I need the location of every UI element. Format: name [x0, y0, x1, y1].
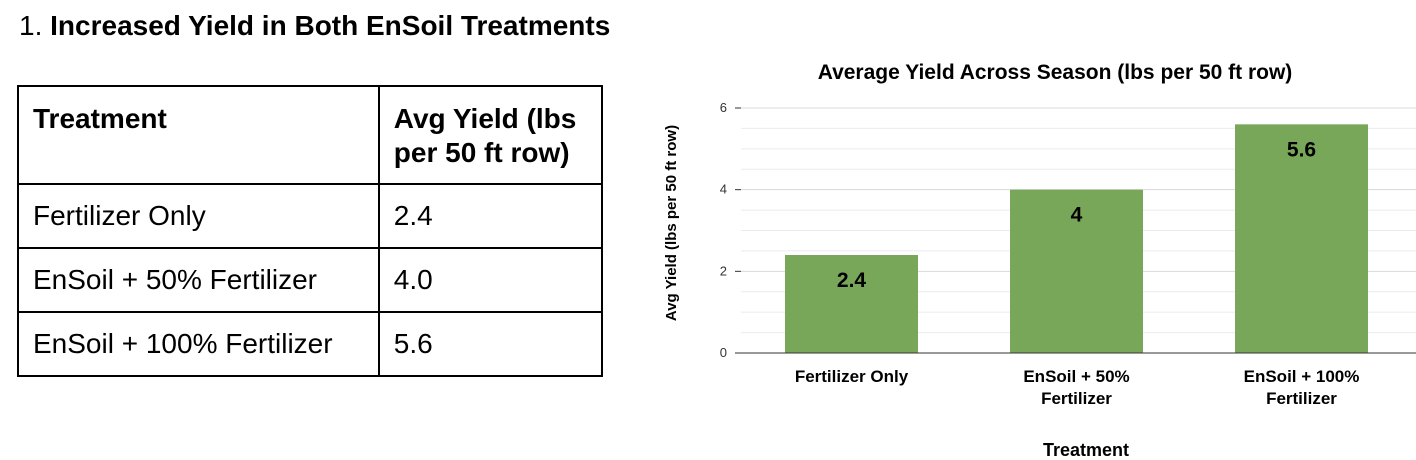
y-tick-label: 2	[720, 263, 727, 278]
table-header-treatment: Treatment	[17, 85, 380, 185]
bar	[785, 255, 918, 353]
section-heading: 1. Increased Yield in Both EnSoil Treatm…	[19, 9, 610, 43]
table-cell-yield: 2.4	[377, 183, 604, 249]
table-cell-treatment: EnSoil + 100% Fertilizer	[17, 311, 380, 377]
y-tick-label: 4	[720, 182, 727, 197]
bar-data-label: 4	[1071, 204, 1083, 227]
x-tick-label-line: EnSoil + 50%	[1023, 367, 1129, 386]
table-cell-treatment: Fertilizer Only	[17, 183, 380, 249]
table-cell-treatment: EnSoil + 50% Fertilizer	[17, 247, 380, 313]
bar	[1010, 189, 1143, 353]
x-tick-label: Fertilizer Only	[795, 367, 909, 386]
x-tick-label: EnSoil + 100% Fertilizer	[1244, 367, 1360, 408]
y-axis-title: Avg Yield (lbs per 50 ft row)	[663, 125, 680, 321]
x-tick-label: EnSoil + 50% Fertilizer	[1023, 367, 1129, 408]
table-row: EnSoil + 50% Fertilizer 4.0	[17, 247, 604, 313]
x-tick-label-line: Fertilizer	[1266, 389, 1337, 408]
table-row: EnSoil + 100% Fertilizer 5.6	[17, 311, 604, 377]
bar-data-label: 5.6	[1287, 138, 1316, 161]
x-tick-label-line: Fertilizer Only	[795, 367, 909, 386]
section-number: 1.	[19, 10, 43, 41]
y-tick-label: 0	[720, 345, 727, 360]
bar	[1235, 124, 1368, 353]
section-title: Increased Yield in Both EnSoil Treatment…	[50, 10, 611, 41]
x-axis-title: Treatment	[1043, 440, 1129, 460]
yield-table: Treatment Avg Yield (lbs per 50 ft row) …	[17, 85, 604, 377]
table-header-row: Treatment Avg Yield (lbs per 50 ft row)	[17, 85, 604, 185]
y-tick-label: 6	[720, 100, 727, 115]
table-cell-yield: 4.0	[377, 247, 604, 313]
yield-bar-chart: Average Yield Across Season (lbs per 50 …	[663, 61, 1416, 460]
table-row: Fertilizer Only 2.4	[17, 183, 604, 249]
bar-data-label: 2.4	[837, 269, 867, 292]
x-tick-label-line: EnSoil + 100%	[1244, 367, 1360, 386]
table-header-avg-yield: Avg Yield (lbs per 50 ft row)	[377, 85, 604, 185]
table-cell-yield: 5.6	[377, 311, 604, 377]
x-tick-label-line: Fertilizer	[1041, 389, 1112, 408]
chart-title: Average Yield Across Season (lbs per 50 …	[818, 61, 1293, 84]
